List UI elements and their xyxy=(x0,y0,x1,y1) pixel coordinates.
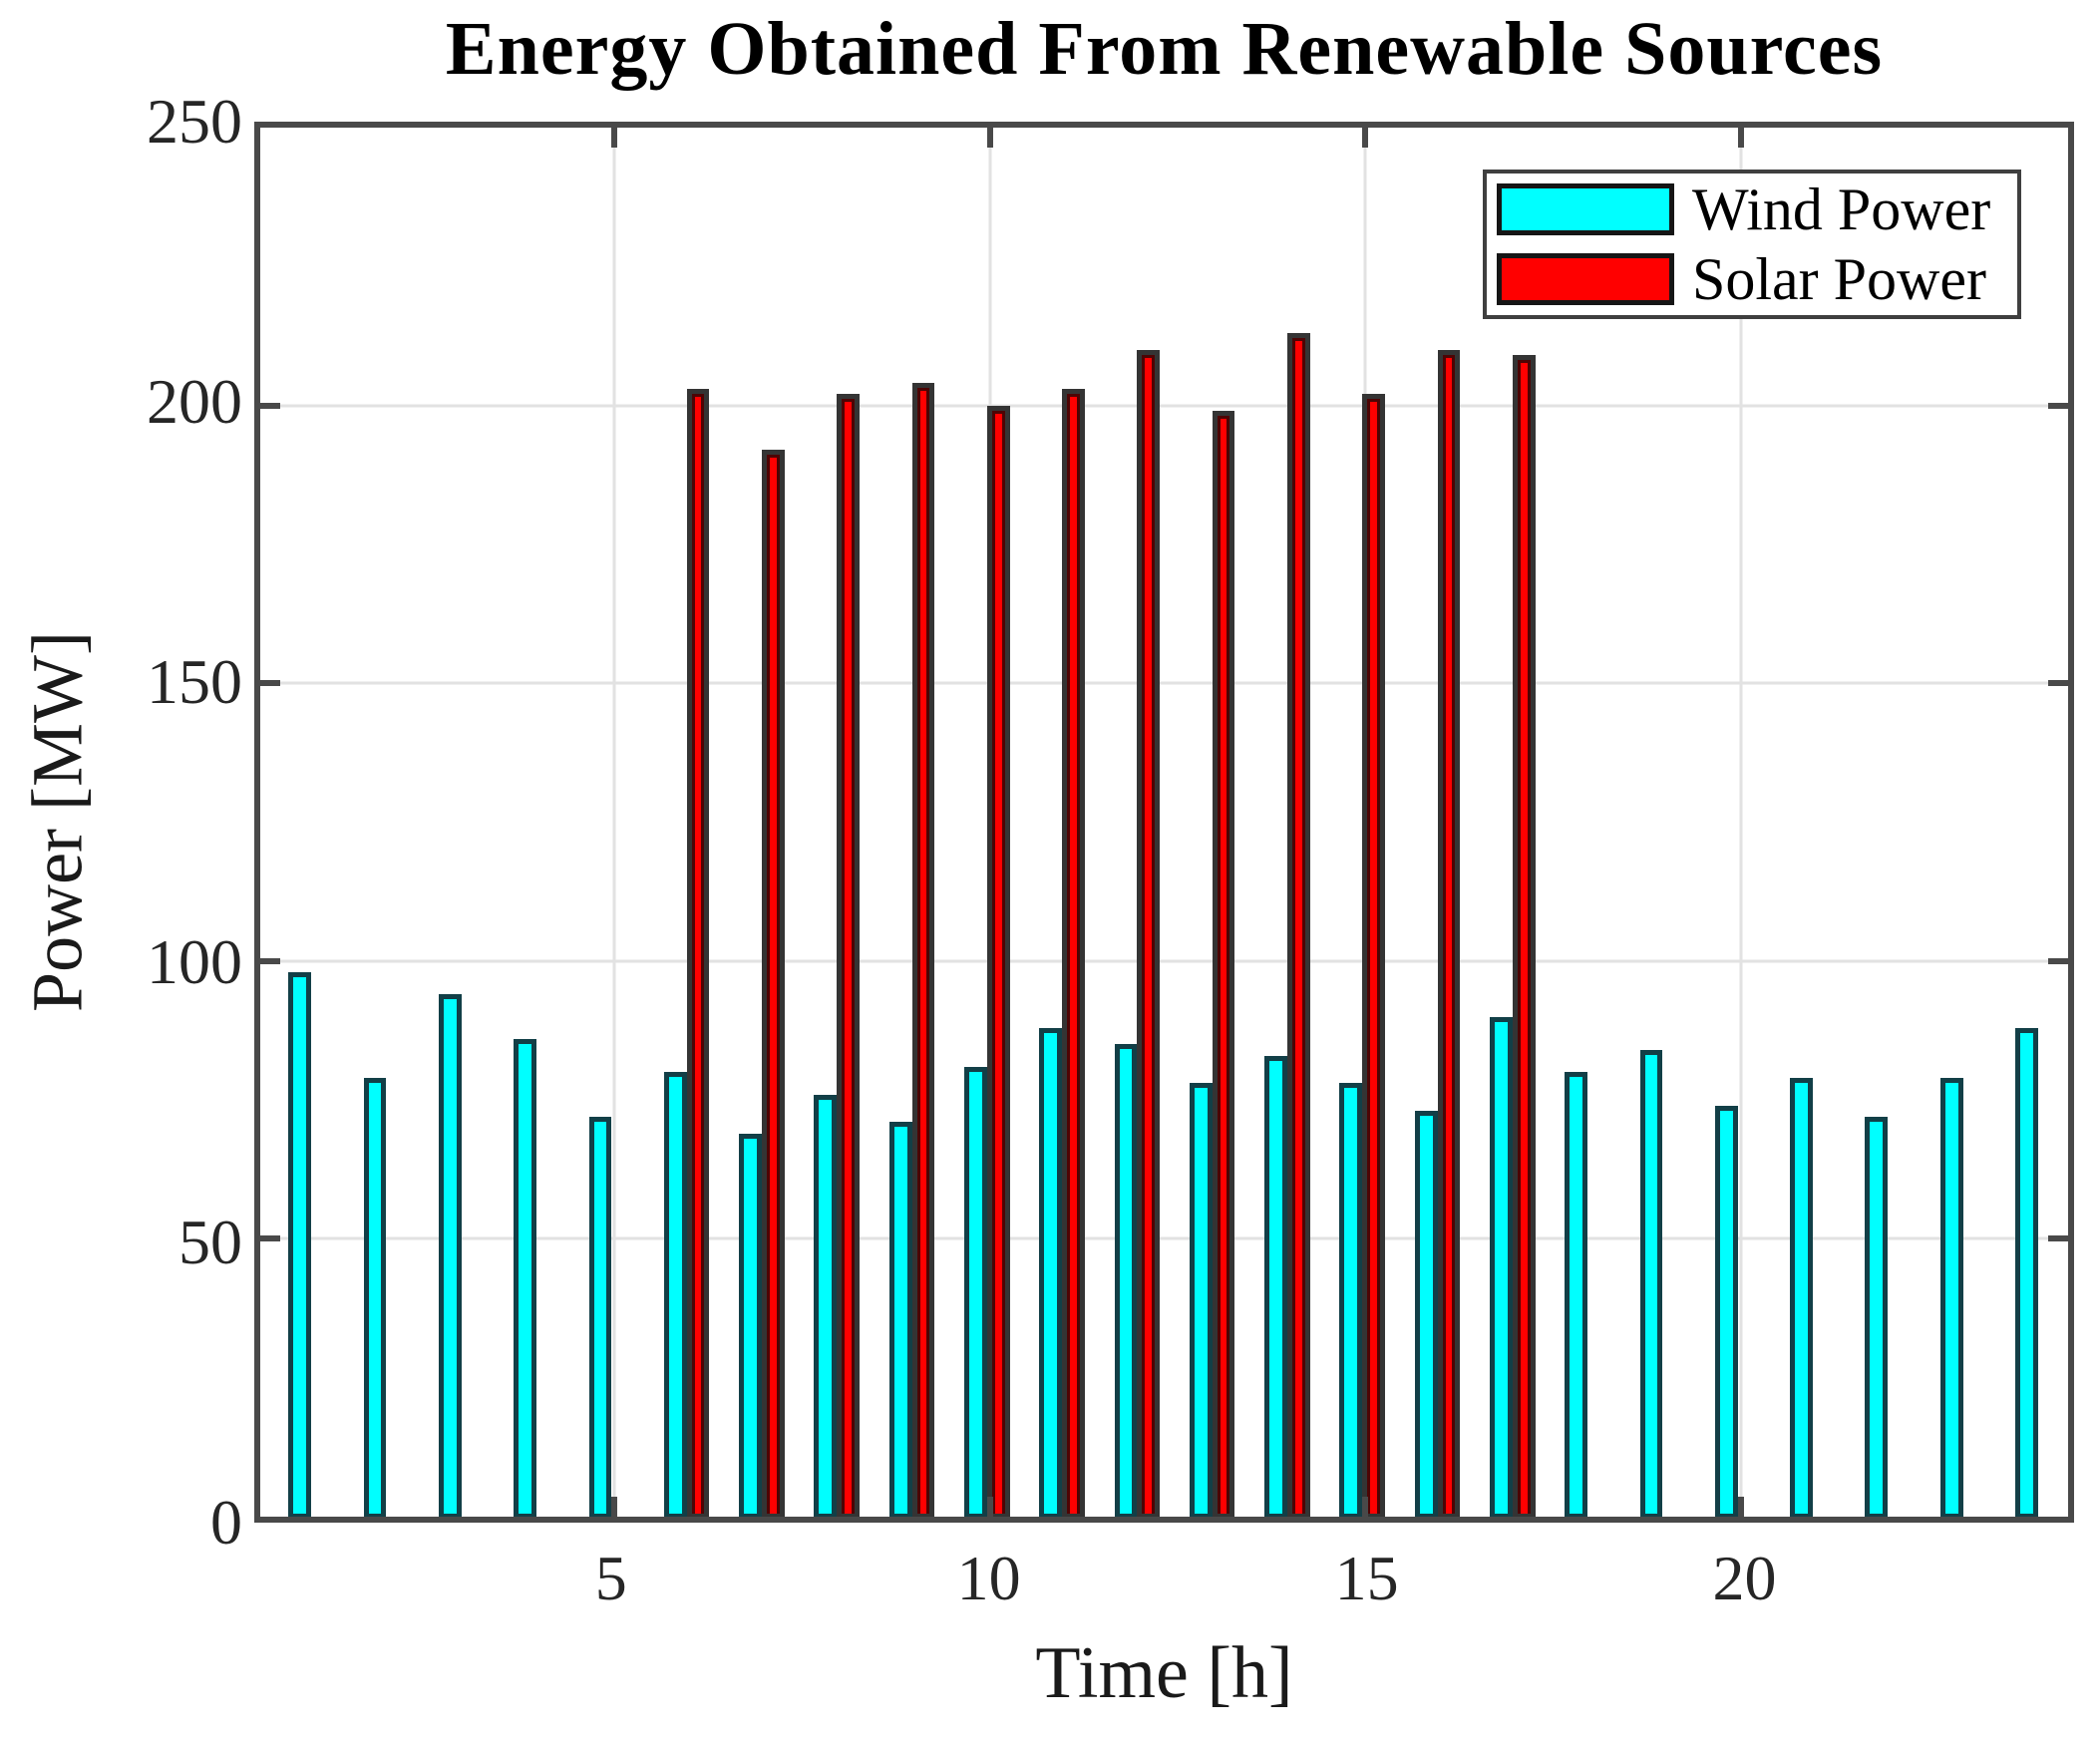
wind-bar xyxy=(1939,1077,1963,1517)
y-tick-mark xyxy=(260,957,280,964)
legend-item-solar: Solar Power xyxy=(1497,248,2007,310)
solar-bar xyxy=(761,450,785,1517)
y-tick-mark xyxy=(260,402,280,409)
wind-bar xyxy=(2015,1027,2038,1517)
wind-bar xyxy=(438,994,462,1517)
plot-area xyxy=(254,122,2074,1523)
wind-bar xyxy=(1865,1116,1889,1517)
y-tick-mark xyxy=(2048,680,2068,687)
solar-bar xyxy=(1362,394,1386,1517)
wind-bar xyxy=(1264,1055,1287,1517)
y-tick-label: 250 xyxy=(147,86,242,157)
vertical-gridline xyxy=(612,128,616,1517)
y-tick-label: 100 xyxy=(147,926,242,997)
wind-bar xyxy=(964,1066,987,1517)
wind-bar xyxy=(1189,1083,1213,1517)
solar-bar xyxy=(1062,388,1085,1517)
wind-bar xyxy=(1714,1105,1738,1517)
wind-bar xyxy=(1639,1049,1663,1517)
y-tick-mark xyxy=(2048,1235,2068,1242)
legend-label-solar: Solar Power xyxy=(1692,246,1986,312)
x-tick-mark xyxy=(986,128,993,148)
wind-bar xyxy=(814,1094,838,1517)
y-tick-label: 200 xyxy=(147,366,242,437)
wind-bar xyxy=(888,1122,912,1517)
horizontal-gridline xyxy=(260,959,2068,963)
x-tick-mark xyxy=(1737,1497,1744,1517)
y-tick-mark xyxy=(260,680,280,687)
legend-label-wind: Wind Power xyxy=(1692,176,1991,242)
y-tick-mark xyxy=(260,1235,280,1242)
wind-bar xyxy=(1114,1044,1138,1517)
wind-bar xyxy=(1790,1077,1813,1517)
wind-bar xyxy=(514,1038,537,1517)
solar-bar xyxy=(911,383,935,1517)
chart-title: Energy Obtained From Renewable Sources xyxy=(445,7,1884,91)
plot-canvas xyxy=(260,128,2068,1517)
x-tick-mark xyxy=(1362,1497,1369,1517)
wind-bar xyxy=(1339,1083,1363,1517)
horizontal-gridline xyxy=(260,1236,2068,1240)
wind-power-swatch xyxy=(1497,183,1674,235)
wind-bar xyxy=(588,1116,612,1517)
solar-power-swatch xyxy=(1497,253,1674,305)
y-tick-mark xyxy=(2048,402,2068,409)
wind-bar xyxy=(663,1072,687,1517)
y-tick-label: 50 xyxy=(178,1207,242,1277)
wind-bar xyxy=(1565,1072,1588,1517)
solar-bar xyxy=(686,388,710,1517)
vertical-gridline xyxy=(1739,128,1743,1517)
y-tick-label: 0 xyxy=(210,1487,242,1558)
x-tick-label: 15 xyxy=(1334,1543,1399,1613)
x-tick-mark xyxy=(1737,128,1744,148)
solar-bar xyxy=(986,405,1010,1517)
solar-bar xyxy=(1437,349,1461,1517)
x-tick-mark xyxy=(611,128,618,148)
wind-bar xyxy=(1414,1111,1438,1517)
x-axis-label: Time [h] xyxy=(1035,1632,1293,1714)
wind-bar xyxy=(288,971,312,1517)
x-tick-label: 10 xyxy=(956,1543,1021,1613)
x-tick-label: 5 xyxy=(594,1543,627,1613)
solar-bar xyxy=(1286,333,1310,1517)
legend-item-wind: Wind Power xyxy=(1497,178,2007,240)
solar-bar xyxy=(1512,355,1536,1517)
solar-bar xyxy=(1137,349,1161,1517)
x-tick-mark xyxy=(986,1497,993,1517)
wind-bar xyxy=(1490,1016,1513,1517)
legend: Wind Power Solar Power xyxy=(1483,170,2021,319)
solar-bar xyxy=(1212,411,1235,1517)
x-tick-mark xyxy=(1362,128,1369,148)
wind-bar xyxy=(363,1077,387,1517)
y-tick-mark xyxy=(2048,957,2068,964)
wind-bar xyxy=(1039,1027,1063,1517)
x-tick-mark xyxy=(611,1497,618,1517)
wind-bar xyxy=(739,1133,762,1517)
horizontal-gridline xyxy=(260,404,2068,408)
horizontal-gridline xyxy=(260,681,2068,685)
x-tick-label: 20 xyxy=(1712,1543,1777,1613)
y-tick-label: 150 xyxy=(147,646,242,717)
solar-bar xyxy=(837,394,861,1517)
